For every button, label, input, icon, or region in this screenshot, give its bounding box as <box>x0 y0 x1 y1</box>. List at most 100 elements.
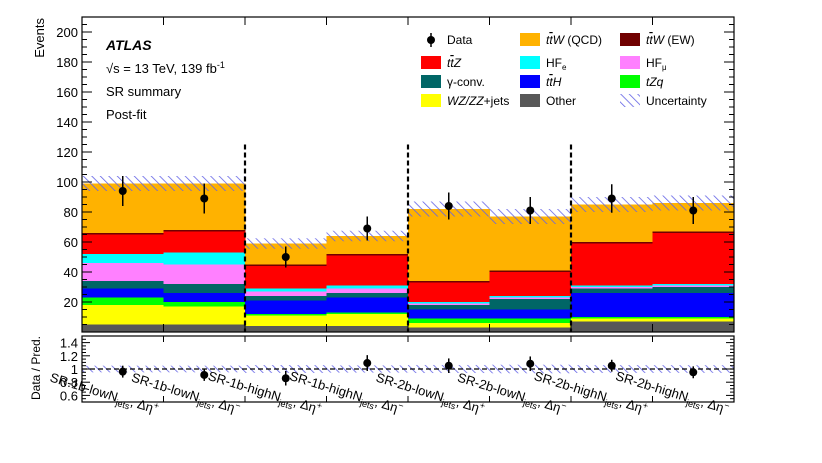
legend-data-marker <box>427 36 435 44</box>
ratio-points <box>118 355 698 386</box>
data-point <box>526 206 535 215</box>
legend-label: tZq <box>646 75 664 89</box>
ratio-point <box>200 370 209 379</box>
y-tick-label-bottom: 1.2 <box>60 349 78 364</box>
legend-swatch <box>520 75 540 88</box>
ratio-point <box>363 359 372 368</box>
bar-segment <box>571 243 653 286</box>
bar-segment <box>652 233 734 284</box>
legend-label: γ-conv. <box>447 75 485 89</box>
fit-label: Post-fit <box>106 107 147 122</box>
legend-swatch <box>620 56 640 69</box>
legend-swatch <box>520 33 540 46</box>
y-tick-label-top: 180 <box>56 55 78 70</box>
bar-segment <box>489 299 572 310</box>
bar-segment <box>408 302 490 304</box>
bar-segment <box>245 266 327 289</box>
legend-swatch <box>421 75 441 88</box>
bar-segment <box>408 282 490 302</box>
legend-hatch-swatch <box>620 94 640 107</box>
bar-segment <box>245 326 327 332</box>
ratio-point <box>118 367 127 376</box>
y-axis-label-bottom: Data / Pred. <box>29 336 43 400</box>
bar-segment <box>571 321 653 332</box>
legend-swatch <box>620 33 640 46</box>
bar-segment <box>652 285 734 287</box>
legend-item-ttwqcd: ttW (QCD) <box>520 33 602 47</box>
bar-segment <box>245 315 327 326</box>
legend-swatch <box>421 56 441 69</box>
y-tick-label-bottom: 0.6 <box>60 388 78 403</box>
ratio-point <box>689 368 698 377</box>
legend-label: Data <box>447 33 473 47</box>
bar-segment <box>571 293 653 317</box>
legend-label: ttW (QCD) <box>546 33 602 47</box>
bar-segment <box>326 254 409 256</box>
legend-item-wzzz: WZ/ZZ+jets <box>421 94 509 108</box>
lower-axis-ticks: 0.60.811.21.4 <box>60 336 734 403</box>
legend-item-hfmu: HFμ <box>620 56 667 72</box>
y-tick-label-bottom: 0.8 <box>60 375 78 390</box>
bar-segment <box>326 255 409 286</box>
legend-swatch <box>520 94 540 107</box>
bar-segment <box>326 285 409 289</box>
ratio-point <box>444 361 453 370</box>
y-tick-label-top: 60 <box>64 235 78 250</box>
legend: Data ttW (QCD) ttW (EW) ttZ HFe HFμ γ-conv. ttH… <box>421 33 707 108</box>
data-point <box>444 202 453 210</box>
energy-superscript: -1 <box>217 60 225 70</box>
bar-segment <box>245 288 327 292</box>
bar-segment <box>489 296 572 298</box>
legend-item-tzq: tZq <box>620 75 664 89</box>
bar-segment <box>489 297 572 299</box>
experiment-label: ATLAS <box>105 37 152 53</box>
legend-swatch <box>620 75 640 88</box>
bar-segment <box>571 242 653 244</box>
y-tick-label-bottom: 1 <box>71 362 78 377</box>
bar-segment <box>326 293 409 298</box>
legend-item-ttz: ttZ <box>421 56 462 70</box>
bar-segment <box>163 306 246 325</box>
bar-segment <box>163 284 246 293</box>
bar-segment <box>652 287 734 293</box>
legend-item-ttwew: ttW (EW) <box>620 33 695 47</box>
bar-segment <box>245 314 327 316</box>
legend-item-other: Other <box>520 94 576 108</box>
y-tick-label-top: 80 <box>64 205 78 220</box>
legend-label: ttZ <box>447 56 462 70</box>
y-tick-label-top: 200 <box>56 25 78 40</box>
bar-segment <box>652 231 734 233</box>
bar-segment <box>408 281 490 283</box>
bar-segment <box>82 305 164 325</box>
region-label: SR summary <box>106 84 182 99</box>
data-point <box>689 206 698 215</box>
bar-segment <box>652 321 734 332</box>
bar-segment <box>326 297 409 313</box>
y-tick-label-top: 160 <box>56 85 78 100</box>
data-point <box>118 187 127 195</box>
data-point <box>607 194 616 203</box>
bar-segment <box>408 323 490 328</box>
ratio-point <box>607 361 616 370</box>
ratio-point <box>526 359 535 368</box>
bar-segment <box>652 318 734 322</box>
bar-segment <box>652 293 734 317</box>
bar-segment <box>652 317 734 319</box>
data-point <box>281 253 290 261</box>
legend-label: ttH <box>546 75 562 89</box>
bar-segment <box>489 272 572 296</box>
bar-segment <box>489 216 572 271</box>
bar-segment <box>163 230 246 232</box>
energy-text: √s = 13 TeV, 139 fb <box>106 61 217 76</box>
upper-axis-ticks: 20 40 60 80 100 120 140 160 180 200 <box>56 24 734 325</box>
region-separators <box>243 144 573 332</box>
bar-segment <box>408 327 490 332</box>
legend-swatch <box>421 94 441 107</box>
legend-label: HFe <box>546 56 567 72</box>
data-point <box>200 194 209 203</box>
bar-segment <box>163 231 246 253</box>
legend-item-data: Data <box>427 33 473 47</box>
legend-item-hfe: HFe <box>520 56 567 72</box>
x-axis-category-labels: SR-1b-lowNjets, Δη+SR-1b-lowNjets, Δη−SR… <box>48 368 731 415</box>
legend-item-gconv: γ-conv. <box>421 75 485 89</box>
